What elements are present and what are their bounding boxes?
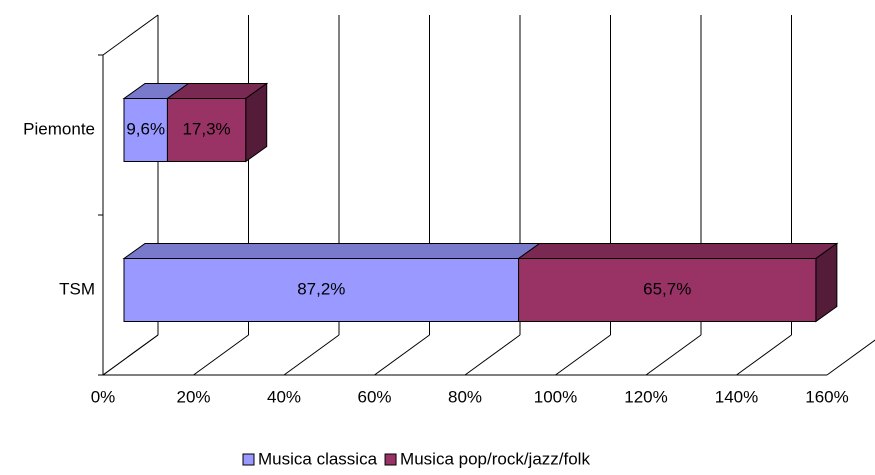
legend-swatch [384,453,397,466]
floor-line [555,334,611,376]
bar [123,258,520,322]
bar [123,98,168,162]
value-label: 17,3% [182,119,230,138]
x-tick-label: 120% [624,387,667,406]
floor-line [826,339,875,376]
x-tick-label: 0% [91,387,116,406]
bar [518,258,817,322]
floor-line [645,334,702,376]
x-tick-label: 20% [176,387,210,406]
floor-line [736,334,792,376]
floor-line [283,334,340,376]
floor-line [374,334,430,376]
floor-line [193,334,249,376]
value-label: 65,7% [643,279,691,298]
y-tick-label: TSM [59,279,95,298]
bar [166,98,247,162]
x-tick-label: 40% [267,387,301,406]
floor-line [102,334,159,376]
legend-swatch [242,453,255,466]
legend-label: Musica classica [258,449,378,468]
bar-top [122,243,542,259]
value-label: 9,6% [126,119,165,138]
bar-top [517,243,839,259]
x-tick-label: 60% [357,387,391,406]
x-tick-label: 140% [715,387,758,406]
axis-line [102,14,159,56]
x-tick-label: 100% [534,387,577,406]
legend-label: Musica pop/rock/jazz/folk [400,449,590,468]
value-label: 87,2% [297,279,345,298]
x-tick-label: 160% [805,387,848,406]
floor-line [464,334,521,376]
x-tick-label: 80% [448,387,482,406]
y-tick-label: Piemonte [23,119,95,138]
